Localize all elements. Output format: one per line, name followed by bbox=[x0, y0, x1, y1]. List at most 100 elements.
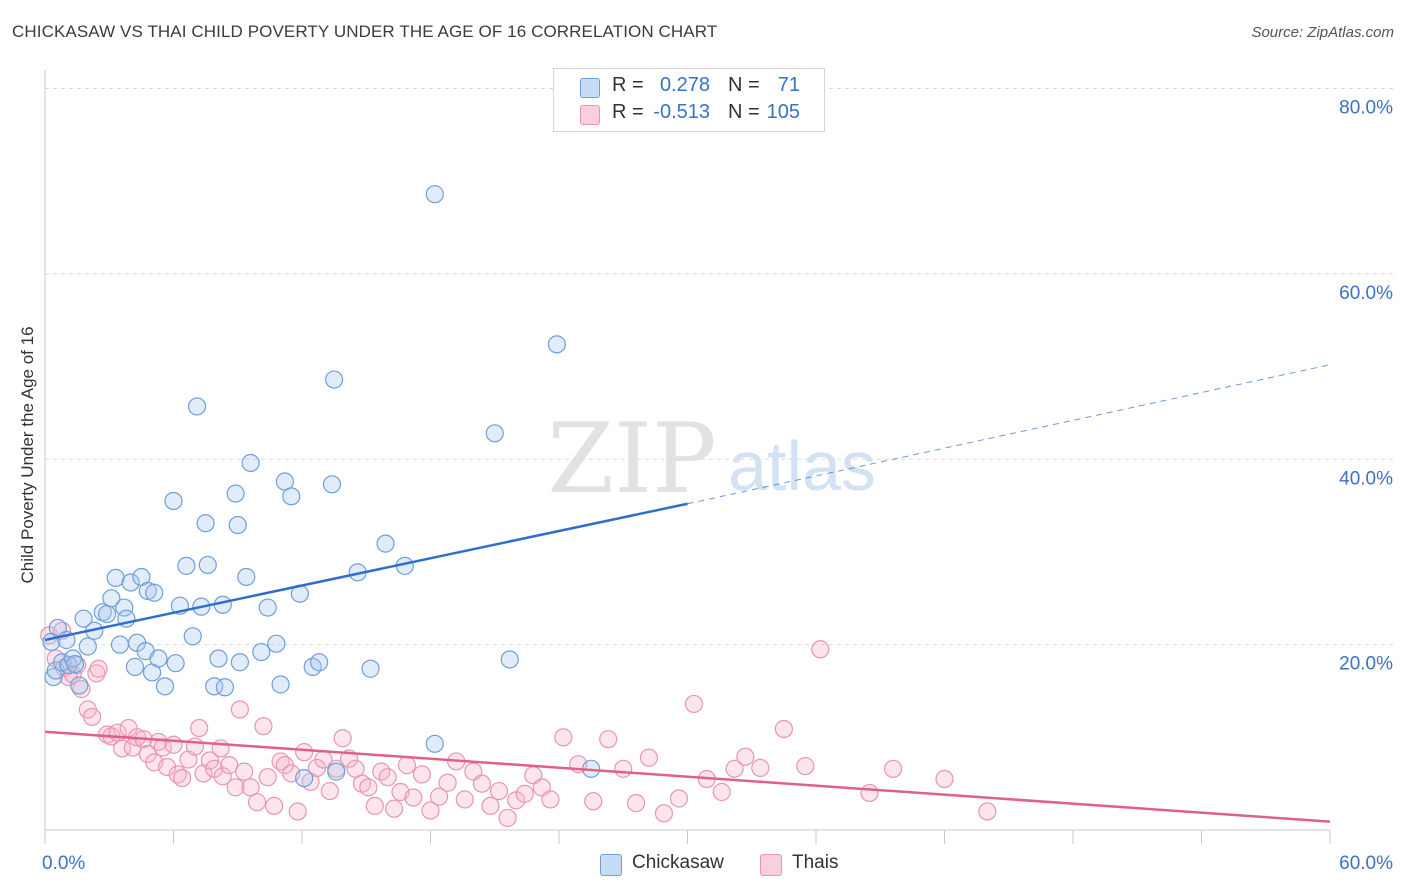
y-tick-label: 40.0% bbox=[1339, 468, 1393, 489]
thais-point bbox=[265, 796, 284, 816]
chickasaw-point bbox=[295, 768, 314, 788]
thais-point bbox=[226, 778, 245, 797]
thais-point bbox=[190, 718, 209, 738]
chickasaw-point bbox=[241, 453, 260, 473]
chickasaw-point bbox=[267, 634, 286, 653]
thais-point bbox=[712, 782, 731, 802]
r-label: R = bbox=[612, 74, 644, 96]
chickasaw-point bbox=[252, 642, 271, 662]
thais-point bbox=[811, 640, 830, 659]
chickasaw-point bbox=[196, 514, 215, 533]
series-legend: Chickasaw Thais bbox=[0, 852, 1406, 878]
thais-point bbox=[365, 796, 384, 816]
chickasaw-point bbox=[425, 185, 444, 204]
chickasaw-point bbox=[121, 573, 140, 592]
y-tick-label: 20.0% bbox=[1339, 654, 1393, 675]
chickasaw-point bbox=[187, 397, 207, 416]
thais-point bbox=[87, 664, 106, 683]
thais-point bbox=[472, 774, 491, 793]
chickasaw-point bbox=[98, 604, 117, 624]
chickasaw-point bbox=[65, 654, 85, 674]
thais-point bbox=[164, 735, 183, 754]
thais-trendline bbox=[44, 730, 1331, 823]
x-tick-label: 60.0% bbox=[1339, 853, 1393, 874]
thais-point bbox=[200, 751, 220, 770]
thais-point bbox=[359, 778, 378, 797]
chickasaw-point bbox=[183, 627, 202, 646]
r-value: -0.513 bbox=[653, 101, 710, 123]
chickasaw-point bbox=[310, 653, 329, 672]
chickasaw-point bbox=[164, 491, 183, 511]
chickasaw-point bbox=[485, 424, 504, 443]
chickasaw-point bbox=[74, 609, 93, 628]
thais-point bbox=[614, 759, 633, 778]
thais-point bbox=[157, 757, 177, 777]
stats-row-chickasaw: R = 0.278 N = 71 bbox=[554, 74, 824, 100]
thais-point bbox=[172, 768, 192, 788]
thais-point bbox=[774, 719, 793, 739]
thais-point bbox=[230, 700, 249, 719]
n-label: N = bbox=[728, 101, 760, 123]
chickasaw-point bbox=[102, 589, 121, 608]
chickasaw-swatch bbox=[600, 854, 622, 876]
chickasaw-point bbox=[425, 734, 444, 753]
chickasaw-point bbox=[258, 598, 277, 617]
chickasaw-point bbox=[230, 653, 249, 672]
chickasaw-swatch bbox=[580, 78, 600, 98]
thais-point bbox=[639, 748, 659, 767]
thais-point bbox=[438, 773, 457, 792]
legend-label: Chickasaw bbox=[632, 852, 724, 873]
chickasaw-point bbox=[282, 487, 301, 506]
thais-point bbox=[89, 659, 108, 678]
thais-point bbox=[320, 781, 339, 801]
thais-point bbox=[515, 784, 534, 803]
thais-point bbox=[725, 759, 744, 778]
y-tick-label: 80.0% bbox=[1339, 98, 1393, 119]
thais-point bbox=[669, 789, 689, 808]
thais-point bbox=[384, 799, 404, 818]
chickasaw-point bbox=[106, 568, 125, 588]
chart-title: CHICKASAW VS THAI CHILD POVERTY UNDER TH… bbox=[12, 22, 718, 41]
chickasaw-point bbox=[325, 370, 344, 389]
thais-point bbox=[883, 759, 903, 778]
thais-point bbox=[247, 793, 267, 812]
chickasaw-point bbox=[237, 567, 256, 587]
source-label: Source: ZipAtlas.com bbox=[1251, 24, 1394, 41]
thais-point bbox=[684, 694, 704, 714]
thais-point bbox=[333, 729, 352, 748]
n-label: N = bbox=[728, 74, 760, 96]
chickasaw-trendline bbox=[44, 502, 688, 642]
thais-point bbox=[378, 768, 397, 787]
chickasaw-point bbox=[110, 635, 130, 654]
thais-point bbox=[751, 758, 770, 778]
chickasaw-point bbox=[198, 555, 217, 575]
thais-point bbox=[220, 756, 239, 775]
chickasaw-point bbox=[226, 484, 245, 503]
thais-point bbox=[736, 747, 755, 766]
thais-point bbox=[584, 792, 603, 811]
thais-point bbox=[421, 801, 440, 820]
thais-point bbox=[978, 802, 997, 821]
chickasaw-point bbox=[215, 678, 234, 697]
thais-point bbox=[295, 743, 314, 762]
legend-label: Thais bbox=[792, 852, 839, 873]
watermark-atlas: atlas bbox=[728, 427, 876, 505]
chickasaw-point bbox=[361, 659, 380, 678]
thais-point bbox=[397, 756, 417, 775]
chickasaw-point bbox=[138, 581, 157, 600]
thais-point bbox=[599, 730, 618, 749]
thais-point bbox=[455, 790, 474, 809]
thais-point bbox=[935, 769, 954, 789]
thais-point bbox=[83, 707, 102, 727]
thais-point bbox=[541, 790, 560, 809]
thais-point bbox=[860, 783, 879, 803]
chickasaw-point bbox=[327, 762, 346, 781]
chickasaw-point bbox=[271, 675, 290, 694]
thais-point bbox=[554, 728, 573, 747]
chickasaw-point bbox=[209, 649, 228, 668]
thais-point bbox=[654, 804, 674, 823]
chickasaw-point bbox=[149, 649, 168, 668]
chickasaw-point bbox=[376, 534, 395, 553]
chickasaw-point bbox=[322, 475, 342, 494]
